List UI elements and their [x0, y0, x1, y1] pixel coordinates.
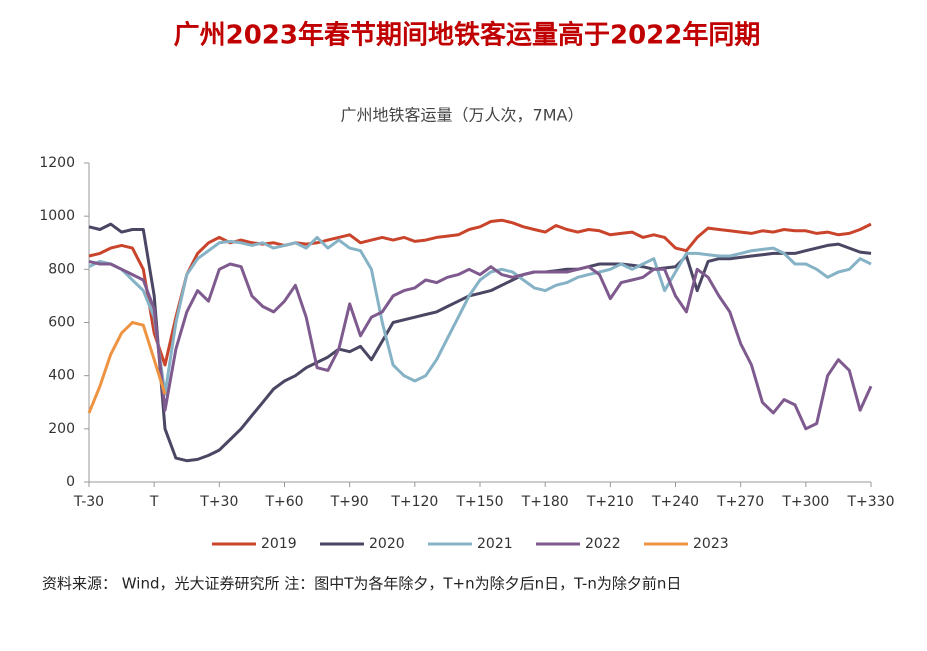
chart-title: 广州2023年春节期间地铁客运量高于2022年同期: [174, 20, 761, 51]
series-line: [88, 235, 872, 396]
x-tick-label: T+150: [455, 494, 503, 510]
x-tick-label: T-30: [73, 494, 104, 510]
x-tick-label: T+270: [716, 494, 764, 510]
x-tick-label: T+330: [846, 494, 894, 510]
y-tick-label: 200: [48, 421, 75, 437]
x-tick-label: T+240: [651, 494, 699, 510]
x-tick-label: T+180: [521, 494, 569, 510]
series-line: [88, 222, 872, 463]
x-tick-label: T+300: [781, 494, 829, 510]
chart-subtitle: 广州地铁客运量（万人次，7MA）: [341, 106, 584, 125]
source-note: 资料来源： Wind，光大证券研究所 注：图中T为各年除夕，T+n为除夕后n日，…: [42, 575, 681, 593]
x-tick-label: T+60: [264, 494, 303, 510]
x-tick-label: T+120: [390, 494, 438, 510]
y-tick-label: 0: [66, 474, 75, 490]
y-tick-label: 1000: [39, 208, 75, 224]
legend-label: 2019: [261, 536, 297, 552]
legend-label: 2020: [369, 536, 405, 552]
series-line: [87, 321, 167, 414]
y-tick-label: 1200: [39, 155, 75, 171]
x-tick-label: T+90: [330, 494, 369, 510]
legend-label: 2021: [477, 536, 513, 552]
series-line: [88, 218, 872, 367]
legend-label: 2023: [693, 536, 729, 552]
series-line: [88, 259, 873, 431]
x-tick-label: T+30: [199, 494, 238, 510]
y-tick-label: 600: [48, 315, 75, 331]
x-tick-label: T: [149, 494, 159, 510]
y-tick-label: 400: [48, 368, 75, 384]
x-tick-label: T+210: [586, 494, 634, 510]
y-tick-label: 800: [48, 261, 75, 277]
legend-label: 2022: [585, 536, 621, 552]
